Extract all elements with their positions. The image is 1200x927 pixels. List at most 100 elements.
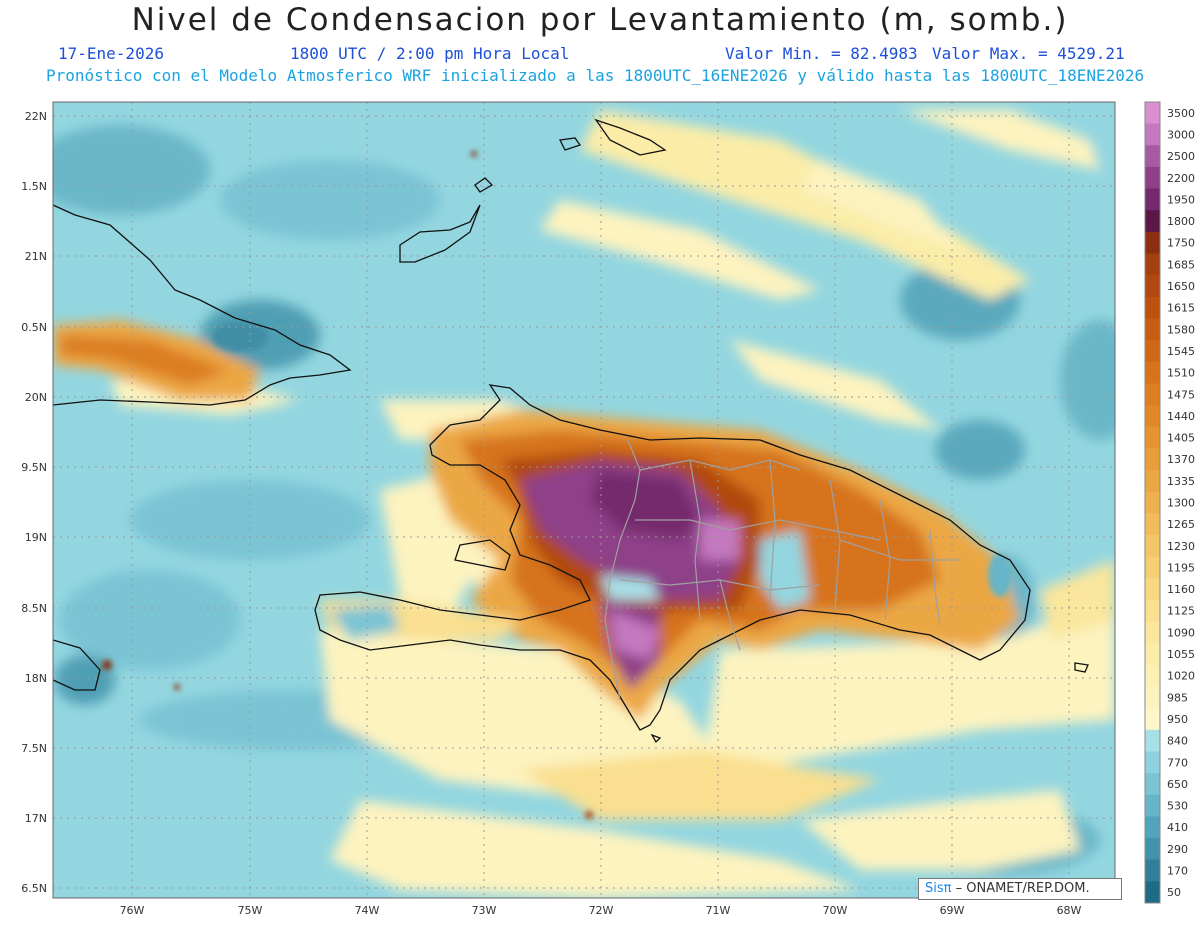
- colorbar-level-label: 1300: [1167, 497, 1195, 510]
- lat-label: 9.5N: [21, 461, 47, 474]
- coastlines: [53, 118, 1089, 744]
- colorbar-level-label: 840: [1167, 735, 1188, 748]
- colorbar-level-label: 1195: [1167, 561, 1195, 574]
- colorbar-level-label: 1055: [1167, 648, 1195, 661]
- lat-label: 20N: [25, 391, 47, 404]
- colorbar-frame: [1144, 101, 1161, 904]
- colorbar-swatch: [1145, 275, 1160, 298]
- colorbar-level-label: 1580: [1167, 323, 1195, 336]
- lon-label: 72W: [589, 904, 614, 917]
- lat-label: 21N: [25, 250, 47, 263]
- credit-text: – ONAMET/REP.DOM.: [951, 881, 1090, 896]
- colorbar-level-label: 1160: [1167, 583, 1195, 596]
- colorbar-swatch: [1145, 426, 1160, 449]
- lat-label: 22N: [25, 110, 47, 123]
- lon-label: 68W: [1057, 904, 1082, 917]
- lon-label: 76W: [120, 904, 145, 917]
- lat-label: 0.5N: [21, 321, 47, 334]
- colorbar-swatch: [1145, 102, 1160, 125]
- lon-label: 71W: [706, 904, 731, 917]
- colorbar-level-label: 3500: [1167, 107, 1195, 120]
- colorbar-level-label: 530: [1167, 800, 1188, 813]
- colorbar-level-label: 770: [1167, 756, 1188, 769]
- model-info: Pronóstico con el Modelo Atmosferico WRF…: [46, 66, 1145, 85]
- colorbar-legend: 3500 3000 2500 2200 1950 1800 1750 1685 1650 1615…: [1144, 101, 1195, 904]
- colorbar-level-label: 2500: [1167, 150, 1195, 163]
- colorbar-level-label: 1615: [1167, 302, 1195, 315]
- colorbar-swatch: [1145, 253, 1160, 276]
- colorbar-level-label: 1265: [1167, 518, 1195, 531]
- colorbar-swatch: [1145, 210, 1160, 233]
- colorbar-swatch: [1145, 599, 1160, 623]
- lon-label: 69W: [940, 904, 965, 917]
- lat-label: 6.5N: [21, 882, 47, 895]
- lat-label: 19N: [25, 531, 47, 544]
- colorbar-level-label: 985: [1167, 691, 1188, 704]
- colorbar-swatch: [1145, 361, 1160, 384]
- lon-label: 70W: [823, 904, 848, 917]
- colorbar-level-label: 1510: [1167, 367, 1195, 380]
- lat-label: 8.5N: [21, 602, 47, 615]
- credit-box: Sisπ – ONAMET/REP.DOM.: [918, 878, 1122, 900]
- lat-label: 17N: [25, 812, 47, 825]
- colorbar-level-label: 3000: [1167, 128, 1195, 141]
- colorbar-swatch: [1145, 405, 1160, 428]
- colorbar-swatch: [1145, 166, 1160, 190]
- colorbar-swatch: [1145, 816, 1160, 839]
- colorbar-swatch: [1145, 708, 1160, 731]
- colorbar-swatch: [1145, 470, 1160, 493]
- colorbar-level-label: 1230: [1167, 540, 1195, 553]
- colorbar-swatch: [1145, 664, 1160, 688]
- colorbar-swatch: [1145, 794, 1160, 817]
- lat-label: 7.5N: [21, 742, 47, 755]
- colorbar-level-label: 950: [1167, 713, 1188, 726]
- colorbar-swatch: [1145, 686, 1160, 709]
- colorbar-level-label: 2200: [1167, 172, 1195, 185]
- colorbar-level-label: 1090: [1167, 626, 1195, 639]
- forecast-date: 17-Ene-2026: [58, 44, 164, 63]
- lon-label: 74W: [355, 904, 380, 917]
- lon-label: 73W: [472, 904, 497, 917]
- colorbar-level-label: 50: [1167, 886, 1181, 899]
- colorbar-level-label: 170: [1167, 865, 1188, 878]
- colorbar-level-label: 1370: [1167, 453, 1195, 466]
- colorbar-swatch: [1145, 773, 1160, 796]
- longitude-labels: 76W 75W 74W 73W 72W 71W 70W 69W 68W: [120, 904, 1082, 917]
- colorbar-level-label: 1405: [1167, 432, 1195, 445]
- min-value-label: Valor Min. = 82.4983: [725, 44, 918, 63]
- max-value-label: Valor Max. = 4529.21: [932, 44, 1125, 63]
- lcl-shaded-field: [53, 102, 1115, 898]
- lon-label: 75W: [238, 904, 263, 917]
- colorbar-level-label: 1125: [1167, 605, 1195, 618]
- colorbar-swatch: [1145, 123, 1160, 146]
- colorbar-swatch: [1145, 145, 1160, 168]
- colorbar-level-label: 1020: [1167, 670, 1195, 683]
- colorbar-level-label: 1475: [1167, 388, 1195, 401]
- colorbar-swatch: [1145, 318, 1160, 341]
- graticule: [53, 102, 1115, 898]
- colorbar-level-label: 1800: [1167, 215, 1195, 228]
- colorbar-swatch: [1145, 534, 1160, 558]
- colorbar-swatch: [1145, 188, 1160, 211]
- colorbar-swatch: [1145, 643, 1160, 666]
- map-frame: [52, 101, 1116, 899]
- colorbar-level-label: 290: [1167, 843, 1188, 856]
- sispi-logo-text: Sisπ: [925, 881, 952, 896]
- map-title: Nivel de Condensacion por Levantamiento …: [131, 2, 1069, 38]
- colorbar-level-label: 650: [1167, 778, 1188, 791]
- colorbar-swatch: [1145, 231, 1160, 255]
- lat-label: 1.5N: [21, 180, 47, 193]
- colorbar-level-label: 1440: [1167, 410, 1195, 423]
- colorbar-swatch: [1145, 340, 1160, 363]
- colorbar-swatch: [1145, 383, 1160, 406]
- colorbar-level-label: 1685: [1167, 258, 1195, 271]
- colorbar-level-label: 1335: [1167, 475, 1195, 488]
- colorbar-level-label: 1950: [1167, 193, 1195, 206]
- colorbar-swatch: [1145, 491, 1160, 514]
- colorbar-swatch: [1145, 556, 1160, 579]
- colorbar-swatch: [1145, 859, 1160, 882]
- colorbar-swatch: [1145, 578, 1160, 601]
- colorbar-level-label: 1750: [1167, 237, 1195, 250]
- latitude-labels: 22N 1.5N 21N 0.5N 20N 9.5N 19N 8.5N 18N …: [21, 110, 47, 895]
